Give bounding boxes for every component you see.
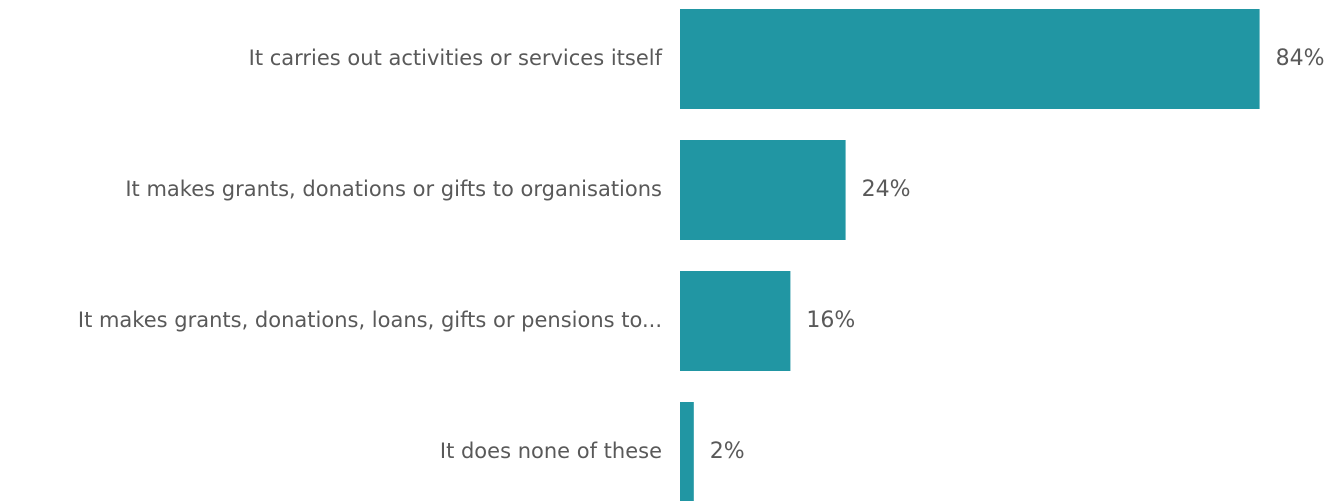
bar-1 — [680, 9, 1260, 109]
value-label-4: 2% — [710, 439, 745, 464]
value-label-3: 16% — [806, 308, 855, 333]
value-label-1: 84% — [1276, 46, 1325, 71]
category-label-1: It carries out activities or services it… — [249, 46, 663, 70]
value-label-2: 24% — [862, 177, 911, 202]
category-label-3: It makes grants, donations, loans, gifts… — [78, 308, 662, 332]
bar-2 — [680, 140, 846, 240]
bar-3 — [680, 271, 791, 371]
plot-area: It carries out activities or services it… — [78, 9, 1325, 501]
bar-4 — [680, 402, 694, 501]
category-label-4: It does none of these — [440, 439, 662, 463]
category-label-2: It makes grants, donations or gifts to o… — [125, 177, 662, 201]
